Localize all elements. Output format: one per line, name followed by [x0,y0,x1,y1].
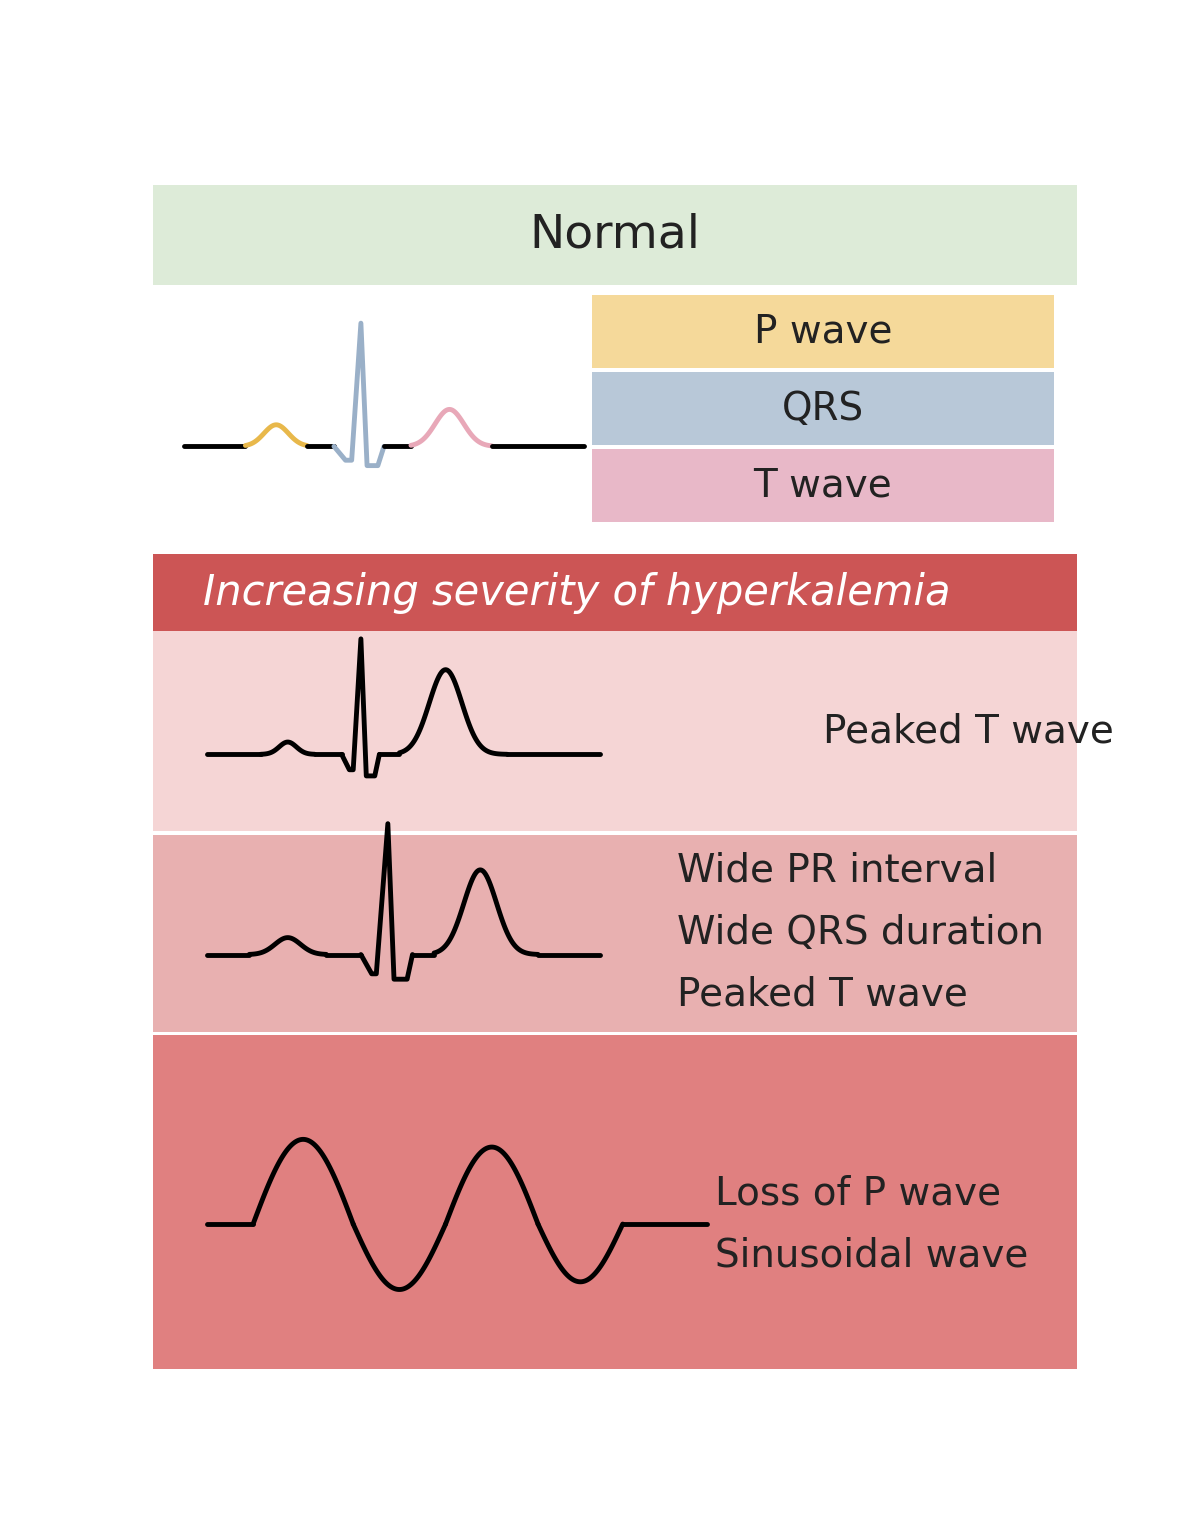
Bar [154,835,1078,1032]
Text: T wave: T wave [754,466,893,504]
Bar [592,449,1054,521]
Bar [154,185,1078,285]
Text: Increasing severity of hyperkalemia: Increasing severity of hyperkalemia [203,572,950,614]
Bar [154,1035,1078,1369]
Text: Loss of P wave
Sinusoidal wave: Loss of P wave Sinusoidal wave [715,1173,1028,1273]
Text: QRS: QRS [782,389,864,428]
Text: Normal: Normal [529,212,701,257]
Bar [592,372,1054,444]
Bar [154,285,1078,554]
Bar [592,295,1054,368]
Text: Wide PR interval
Wide QRS duration
Peaked T wave: Wide PR interval Wide QRS duration Peake… [677,852,1044,1014]
Text: P wave: P wave [754,312,892,351]
Bar [154,554,1078,631]
Bar [154,631,1078,832]
Text: Peaked T wave: Peaked T wave [823,712,1114,751]
